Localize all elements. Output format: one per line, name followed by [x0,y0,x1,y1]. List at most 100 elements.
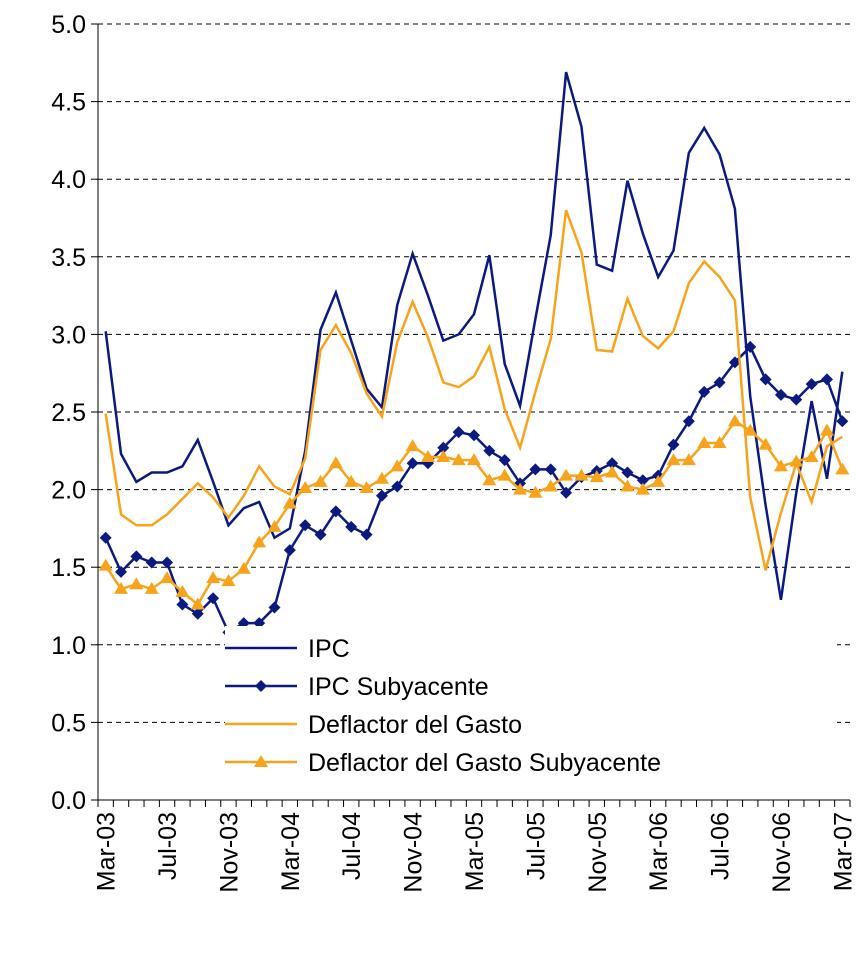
marker [420,450,435,463]
marker [345,520,358,533]
marker [328,456,343,469]
x-tick-label: Jul-03 [154,812,182,880]
legend: IPC IPC Subyacente Deflactor del Gasto Defl… [225,626,837,784]
marker [713,376,726,389]
marker [805,378,818,391]
marker [359,481,374,494]
marker [390,459,405,472]
legend-label: Deflactor del Gasto [308,711,522,739]
marker [789,454,804,467]
marker [254,755,268,767]
marker [636,474,649,487]
legend-box [225,626,837,784]
marker [621,466,634,479]
marker [255,680,267,692]
marker [836,415,849,428]
marker [468,429,480,442]
marker [207,592,220,605]
marker [758,437,773,450]
marker [236,561,251,574]
marker [606,457,619,470]
marker [513,482,528,495]
marker [191,607,204,620]
marker [268,601,281,614]
marker [98,558,113,571]
x-tick-label: Nov-06 [768,812,796,893]
y-tick-label: 4.0 [51,166,86,194]
marker [651,474,666,487]
x-tick-label: Mar-04 [277,812,305,891]
marker [529,463,542,476]
marker [744,340,757,353]
marker [497,468,512,481]
marker [115,565,128,578]
legend-label: Deflactor del Gasto Subyacente [308,749,661,777]
marker [329,505,342,518]
marker [175,585,190,598]
x-tick-label: Jul-04 [338,812,366,880]
marker [790,393,803,406]
marker [559,468,574,481]
marker [375,489,388,502]
marker [620,479,635,492]
y-tick-label: 2.0 [51,477,86,505]
marker [483,444,496,457]
marker [666,453,681,466]
marker [145,556,158,569]
marker [804,450,819,463]
marker [728,356,741,369]
x-tick-label: Mar-03 [93,812,121,891]
marker [252,535,267,548]
x-tick-label: Mar-06 [645,812,673,891]
marker [161,556,174,569]
marker [452,426,465,439]
marker [727,414,742,427]
marker [114,581,129,594]
marker [406,457,419,470]
marker [698,385,711,398]
marker [436,450,451,463]
marker [667,438,680,451]
marker [221,574,236,587]
y-tick-label: 1.5 [51,554,86,582]
series-line [104,71,844,600]
marker [482,473,497,486]
y-tick-label: 0.5 [51,709,86,737]
x-tick-label: Jul-05 [522,812,550,880]
x-tick-label: Mar-05 [461,812,489,891]
marker [528,485,543,498]
y-tick-label: 4.5 [51,89,86,117]
marker [451,453,466,466]
marker [267,519,282,532]
marker [160,571,175,584]
marker [99,531,112,544]
marker [635,482,650,495]
marker [605,465,620,478]
marker [697,436,712,449]
marker [283,544,296,557]
marker [176,598,189,611]
y-tick-label: 2.5 [51,399,86,427]
marker [774,388,787,401]
marker [467,453,481,466]
x-tick-label: Nov-04 [400,812,428,893]
x-tick-label: Nov-05 [584,812,612,893]
y-tick-label: 3.5 [51,244,86,272]
marker [819,423,834,436]
marker [589,470,604,483]
marker [712,436,727,449]
marker [835,462,850,475]
marker [681,453,696,466]
marker [405,439,420,452]
marker [313,474,328,487]
marker [298,481,313,494]
marker [574,468,589,481]
x-tick-label: Nov-03 [215,812,243,893]
series-line [104,209,843,571]
marker [206,571,221,584]
marker [374,471,389,484]
marker [282,496,297,509]
y-tick-label: 0.0 [51,787,86,815]
marker [391,480,404,493]
